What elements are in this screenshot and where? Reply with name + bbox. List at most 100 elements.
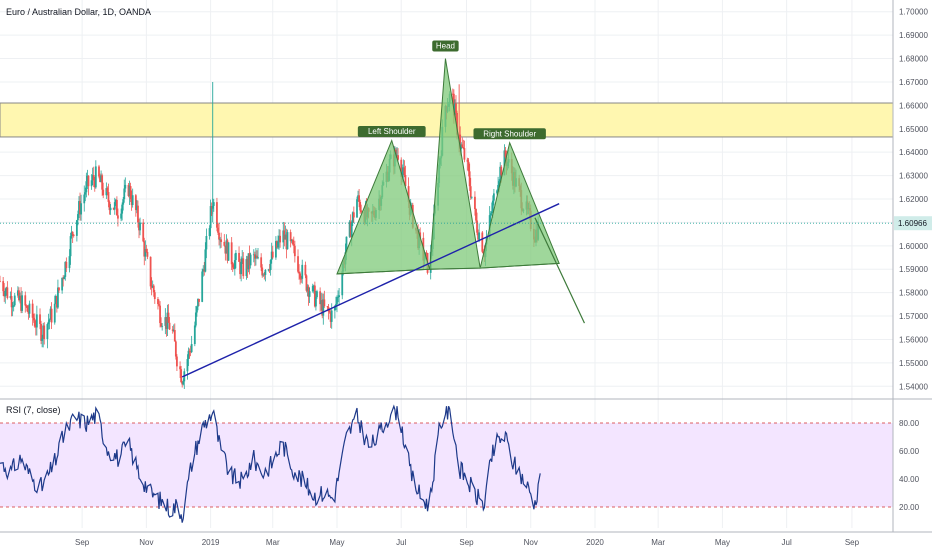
candle-body <box>304 264 307 276</box>
candle-body <box>61 277 64 291</box>
candle-body <box>407 186 410 202</box>
candle-body <box>124 184 127 189</box>
candle-body <box>491 200 494 212</box>
candle-body <box>290 240 293 242</box>
candle-body <box>134 195 137 211</box>
candle-body <box>131 195 134 206</box>
candle-body <box>65 261 68 269</box>
candle-body <box>336 297 338 305</box>
candle-body <box>220 239 223 242</box>
candle-body <box>467 161 470 172</box>
candle-body <box>253 254 256 259</box>
candle-body <box>201 271 204 302</box>
time-tick-label: Jul <box>782 538 792 547</box>
time-tick-label: May <box>329 538 344 547</box>
candle-body <box>500 166 503 176</box>
time-tick-label: 2019 <box>202 538 220 547</box>
candle-body <box>173 330 176 342</box>
candle-body <box>79 201 81 215</box>
candle-body <box>0 280 1 282</box>
candle-body <box>360 210 363 212</box>
candle-body <box>233 260 236 270</box>
candle-body <box>18 290 20 301</box>
candle-body <box>262 274 265 276</box>
candle-body <box>246 259 249 270</box>
candle-body <box>477 232 479 240</box>
candle-body <box>98 166 100 177</box>
candle-body <box>115 199 118 216</box>
candle-body <box>241 258 244 262</box>
candle-body <box>129 186 132 200</box>
candle-body <box>190 344 193 353</box>
time-tick-label: May <box>715 538 730 547</box>
candle-body <box>293 245 296 257</box>
candle-body <box>328 311 331 313</box>
candle-body <box>10 296 13 308</box>
candle-body <box>85 181 88 193</box>
price-tick-label: 1.54000 <box>899 382 928 391</box>
candle-body <box>87 175 90 187</box>
candle-body <box>26 305 29 312</box>
projection-line <box>534 217 585 324</box>
candle-body <box>335 304 337 307</box>
candle-body <box>24 295 27 306</box>
candle-body <box>13 295 16 306</box>
candle-body <box>240 261 243 275</box>
candle-body <box>315 297 317 307</box>
candle-body <box>203 269 206 272</box>
candle-body <box>252 254 255 256</box>
candle-body <box>496 190 498 194</box>
candle-body <box>86 175 89 182</box>
candle-body <box>462 147 465 149</box>
candle-body <box>160 323 163 327</box>
candle-body <box>121 204 124 214</box>
candle-body <box>70 231 73 237</box>
candle-body <box>150 286 153 288</box>
candle-body <box>145 248 148 252</box>
candle-body <box>308 291 311 297</box>
price-tick-label: 1.55000 <box>899 359 928 368</box>
candle-body <box>497 185 500 191</box>
candle-body <box>102 189 105 196</box>
time-tick-label: Mar <box>651 538 665 547</box>
price-tick-label: 1.60000 <box>899 242 928 251</box>
candle-body <box>204 249 207 272</box>
candle-body <box>470 196 473 198</box>
candle-body <box>397 155 399 160</box>
candle-body <box>321 300 324 316</box>
time-tick-label: Sep <box>459 538 474 547</box>
candle-body <box>33 320 36 327</box>
rsi-line <box>0 404 541 523</box>
candle-body <box>459 134 462 149</box>
price-tick-label: 1.65000 <box>899 125 928 134</box>
candle-body <box>210 206 213 209</box>
candle-body <box>277 241 279 248</box>
candle-body <box>92 174 95 181</box>
candle-body <box>127 184 130 197</box>
candle-body <box>27 311 30 314</box>
rsi-tick-label: 40.00 <box>899 475 920 484</box>
candle-body <box>231 264 234 268</box>
candle-body <box>359 201 362 211</box>
last-price-value: 1.60966 <box>898 219 927 228</box>
candle-body <box>171 329 174 331</box>
candle-body <box>461 144 464 148</box>
time-tick-label: Nov <box>139 538 153 547</box>
candle-body <box>153 292 156 300</box>
candle-body <box>307 286 310 297</box>
candle-body <box>301 264 304 279</box>
candle-body <box>146 251 149 257</box>
candle-body <box>84 192 87 195</box>
candle-body <box>212 202 215 206</box>
candle-body <box>311 285 314 292</box>
candle-body <box>137 205 139 223</box>
candle-body <box>32 317 35 321</box>
candle-body <box>498 181 501 186</box>
candle-body <box>186 359 189 372</box>
candle-body <box>352 212 355 218</box>
candle-body <box>71 231 74 235</box>
candle-body <box>46 324 49 340</box>
candle-body <box>165 317 168 329</box>
candle-body <box>198 298 200 302</box>
